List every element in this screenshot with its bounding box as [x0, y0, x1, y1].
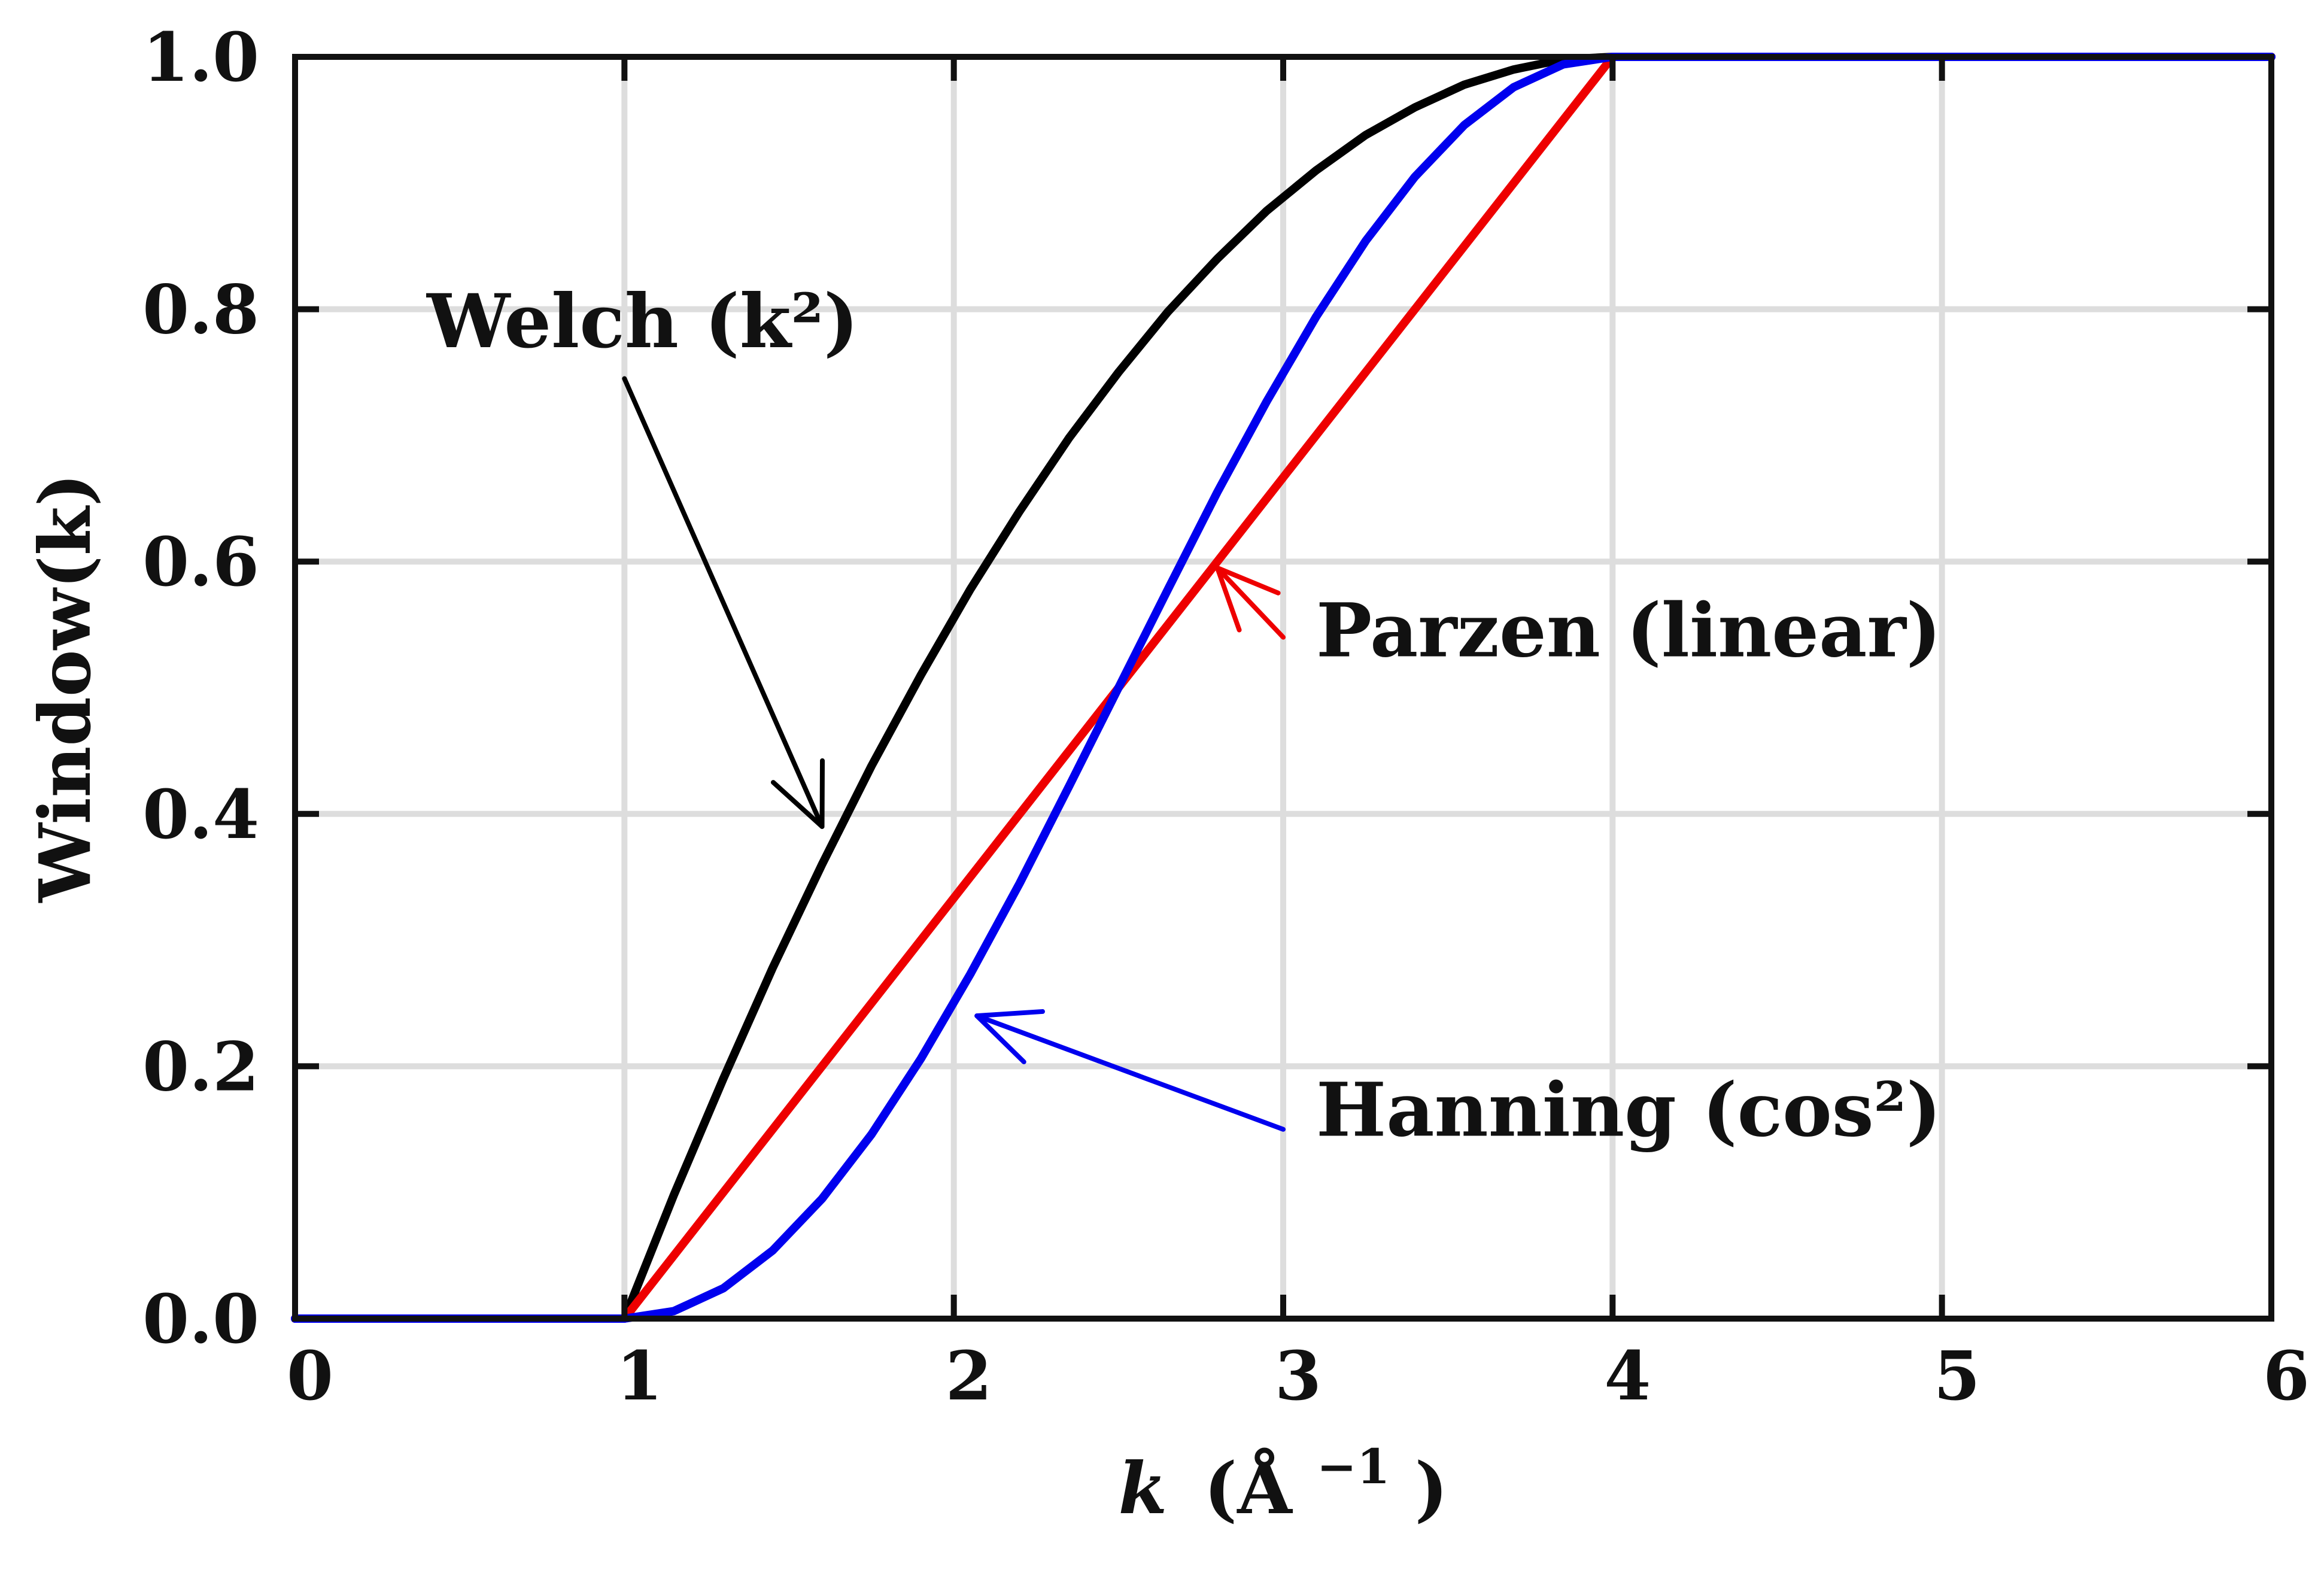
- annotation-arrow-head: [974, 1009, 1045, 1065]
- annotation-arrow-head: [770, 758, 825, 829]
- x-tick-label: 1: [616, 1337, 663, 1416]
- annotation-hanning: Hanning (cos²): [974, 1009, 1942, 1153]
- annotation-arrow-shaft: [974, 1013, 1286, 1132]
- y-tick-labels: 0.0 0.2 0.4 0.6 0.8 1.0: [142, 19, 259, 1359]
- y-tick-label: 0.0: [142, 1280, 259, 1359]
- series-line-welch: [291, 53, 2276, 1323]
- y-tick-label: 0.4: [142, 776, 259, 854]
- annotation-parzen: Parzen (linear): [1214, 565, 1942, 674]
- axis-ticks: [295, 57, 2271, 1319]
- annotation-arrow-head: [1214, 565, 1281, 633]
- annotation-label: Welch (k²): [426, 278, 859, 365]
- annotation-label: Hanning (cos²): [1316, 1067, 1942, 1153]
- series-line-hanning: [291, 53, 2276, 1323]
- x-tick-label: 2: [946, 1337, 992, 1416]
- x-tick-label: 5: [1934, 1337, 1980, 1416]
- x-axis-unit-exponent: −1: [1317, 1438, 1390, 1495]
- x-axis-unit-close: ): [1415, 1447, 1448, 1530]
- y-tick-label: 0.8: [142, 271, 259, 350]
- x-axis-variable: k: [1119, 1447, 1168, 1530]
- x-tick-label: 6: [2263, 1337, 2310, 1416]
- annotation-arrow-shaft: [1214, 565, 1286, 640]
- y-axis-title: Window(k): [23, 473, 107, 903]
- x-axis-title: k (Å −1 ): [1119, 1417, 1448, 1530]
- x-tick-label: 3: [1275, 1337, 1322, 1416]
- x-tick-label: 0: [287, 1337, 333, 1416]
- x-tick-labels: 0 1 2 3 4 5 6: [287, 1337, 2310, 1416]
- y-tick-label: 0.2: [142, 1028, 259, 1106]
- x-axis-unit: (Å: [1204, 1447, 1293, 1530]
- grid-lines: [295, 57, 2271, 1319]
- annotation-welch: Welch (k²): [426, 278, 859, 829]
- y-tick-label: 1.0: [142, 19, 259, 97]
- x-tick-label: 4: [1604, 1337, 1651, 1416]
- annotation-arrow-shaft: [622, 376, 825, 829]
- annotation-label: Parzen (linear): [1316, 587, 1942, 674]
- annotations: Welch (k²) Parzen (linear) Hanning (cos²): [426, 278, 1942, 1153]
- y-tick-label: 0.6: [142, 523, 259, 602]
